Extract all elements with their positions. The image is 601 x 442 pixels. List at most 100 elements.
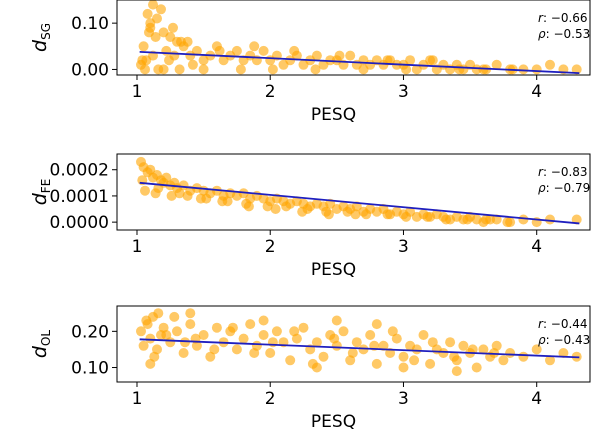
spearman-annotation: ρ: −0.53 xyxy=(538,27,590,41)
y-tick-label: 0.00 xyxy=(71,60,109,80)
plot-frame xyxy=(116,305,591,383)
data-point xyxy=(451,366,462,377)
data-point xyxy=(281,201,292,212)
subplot-fe: 1 2 3 4 0.0000 0.0001 0.0002 PESQ dFE r: −0.83 ρ: … xyxy=(29,153,591,280)
subplot-sg: 1 2 3 4 0.00 0.10 PESQ dSG r: −0.66 ρ: −0.53 xyxy=(29,0,591,125)
data-point xyxy=(198,330,209,340)
data-point xyxy=(289,45,300,56)
data-point xyxy=(270,204,281,214)
data-point xyxy=(166,190,177,201)
data-point xyxy=(518,214,529,225)
y-tick-label: 0.0000 xyxy=(50,213,109,233)
data-point xyxy=(438,348,449,358)
data-point xyxy=(267,64,278,75)
data-point xyxy=(449,351,460,362)
data-point xyxy=(238,333,249,344)
data-point xyxy=(418,330,429,340)
data-point xyxy=(329,333,340,344)
data-point xyxy=(323,209,334,220)
data-point xyxy=(141,315,152,326)
data-point xyxy=(347,348,358,358)
data-point xyxy=(285,355,296,366)
trend-line xyxy=(139,181,580,225)
data-point xyxy=(137,55,148,66)
data-point xyxy=(144,27,154,38)
data-point xyxy=(310,64,321,75)
data-point xyxy=(161,330,172,340)
data-point xyxy=(169,311,180,322)
data-point xyxy=(289,326,300,337)
data-point xyxy=(334,50,345,61)
data-point xyxy=(422,211,433,222)
data-point xyxy=(391,333,402,344)
spearman-annotation: ρ: −0.79 xyxy=(538,181,590,195)
data-point xyxy=(318,351,329,362)
data-point xyxy=(136,326,146,337)
data-point xyxy=(258,45,269,56)
data-point xyxy=(454,64,465,75)
data-point xyxy=(398,362,409,373)
data-point xyxy=(371,358,382,369)
data-point xyxy=(231,45,242,56)
data-point xyxy=(342,206,353,217)
data-point xyxy=(441,214,452,225)
data-point xyxy=(140,185,150,196)
data-point xyxy=(271,326,282,337)
data-point xyxy=(243,201,254,212)
data-point xyxy=(145,18,156,29)
data-point xyxy=(427,55,438,66)
trend-line xyxy=(139,50,580,75)
y-tick-label: 0.20 xyxy=(71,322,109,342)
y-axis-label: dSG xyxy=(29,23,53,52)
data-point xyxy=(371,319,382,330)
data-point xyxy=(350,209,361,220)
data-point xyxy=(145,358,156,369)
data-point xyxy=(531,344,542,355)
x-tick-label: 2 xyxy=(265,237,276,257)
data-point xyxy=(174,188,185,199)
x-tick-label: 3 xyxy=(398,389,409,409)
data-point xyxy=(195,193,206,204)
data-point xyxy=(478,344,489,355)
data-point xyxy=(161,172,172,183)
data-point xyxy=(545,355,555,366)
data-point xyxy=(180,337,190,348)
data-point xyxy=(262,201,273,212)
data-point xyxy=(156,4,166,15)
y-tick-label: 0.10 xyxy=(71,14,109,34)
data-point xyxy=(545,59,555,70)
y-tick-label: 0.0002 xyxy=(50,161,109,181)
data-point xyxy=(467,344,478,355)
pearson-annotation: r: −0.83 xyxy=(538,165,588,179)
data-point xyxy=(445,337,456,348)
data-point xyxy=(227,322,238,333)
data-point xyxy=(498,355,509,366)
data-point xyxy=(481,214,492,225)
data-point xyxy=(158,64,169,75)
data-point xyxy=(331,315,342,326)
data-point xyxy=(217,196,228,207)
x-axis-label: PESQ xyxy=(311,105,356,125)
data-point xyxy=(378,340,389,351)
data-point xyxy=(361,209,372,220)
spearman-annotation: ρ: −0.43 xyxy=(538,333,590,347)
data-point xyxy=(245,319,256,330)
data-point xyxy=(205,351,216,362)
pearson-annotation: r: −0.44 xyxy=(538,317,588,331)
scatter-points xyxy=(136,156,582,228)
data-point xyxy=(545,214,555,225)
data-point xyxy=(311,50,322,61)
data-point xyxy=(345,50,356,61)
data-point xyxy=(571,214,582,225)
x-tick-label: 4 xyxy=(531,82,542,102)
data-point xyxy=(405,55,416,66)
data-point xyxy=(185,319,196,330)
data-point xyxy=(311,362,322,373)
y-tick-label: 0.0001 xyxy=(50,187,109,207)
data-point xyxy=(427,337,438,348)
subplot-ol: 1 2 3 4 0.10 0.20 PESQ dOL r: −0.44 ρ: −0.43 xyxy=(29,305,591,432)
x-tick-label: 1 xyxy=(132,82,143,102)
x-axis-label: PESQ xyxy=(311,260,356,280)
trend-line xyxy=(139,338,580,359)
x-tick-label: 3 xyxy=(398,82,409,102)
